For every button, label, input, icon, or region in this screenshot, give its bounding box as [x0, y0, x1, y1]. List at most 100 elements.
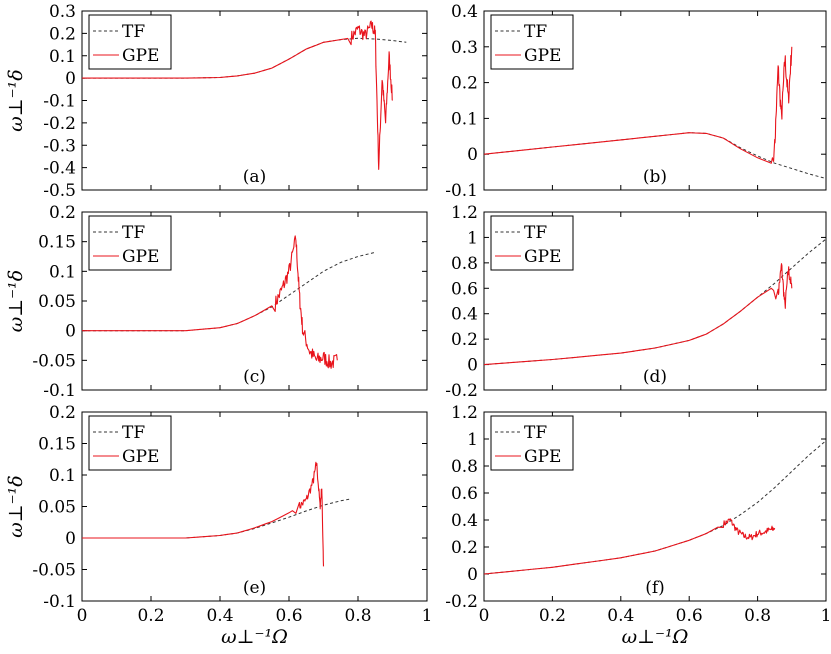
legend-box	[490, 215, 574, 271]
panel-a: -0.5-0.4 -0.3-0.2-0.1 00.1 0.20.3 TF GPE (a)	[43, 2, 428, 201]
x-axis-label: ω⊥⁻¹Ω	[622, 626, 689, 648]
panel-d: -0.2 0 0.2 0.4 0.6 0.8 1 1.2 TF GPE (d)	[445, 203, 827, 401]
y-tick-label: -0.5	[43, 181, 76, 201]
y-tick-label: 1	[467, 228, 478, 248]
y-tick-label: 0.05	[38, 292, 76, 312]
legend: TF GPE	[88, 215, 172, 271]
y-tick-label: 0	[65, 529, 76, 549]
legend: TF GPE	[490, 14, 574, 70]
legend-label-tf: TF	[524, 223, 547, 243]
x-tick-label: 0.8	[344, 606, 371, 626]
legend-label-tf: TF	[524, 423, 547, 443]
series-line-gpe	[484, 46, 793, 164]
y-tick-label: 0.2	[49, 403, 76, 423]
y-tick-label: 1	[467, 430, 478, 450]
y-tick-label: 0.2	[49, 24, 76, 44]
y-tick-label: -0.2	[445, 592, 478, 612]
x-tick-label: 1	[422, 606, 433, 626]
legend: TF GPE	[88, 14, 172, 70]
legend-label-gpe: GPE	[524, 46, 561, 66]
y-tick-label: 0.15	[38, 233, 76, 253]
y-tick-label: 0.2	[451, 330, 478, 350]
y-tick-label: 0.15	[38, 435, 76, 455]
x-tick-label: 0.6	[275, 606, 302, 626]
y-axis-label: ω⊥⁻¹δ	[5, 475, 27, 537]
y-tick-label: -0.2	[43, 114, 76, 134]
y-tick-label: 0.4	[451, 305, 478, 325]
y-tick-label: 1.2	[451, 203, 478, 223]
x-axis-label: ω⊥⁻¹Ω	[221, 626, 288, 648]
legend-box	[88, 415, 172, 471]
y-tick-label: -0.05	[32, 561, 76, 581]
axis-labels: ω⊥⁻¹δ ω⊥⁻¹δ ω⊥⁻¹δ ω⊥⁻¹Ω ω⊥⁻¹Ω	[5, 69, 688, 648]
y-tick-label: 0.2	[451, 538, 478, 558]
y-tick-label: 0.1	[49, 262, 76, 282]
y-tick-label: 0	[65, 69, 76, 89]
legend-box	[490, 415, 574, 471]
y-tick-label: -0.1	[43, 381, 76, 401]
y-tick-label: -0.2	[445, 381, 478, 401]
legend-label-gpe: GPE	[122, 46, 159, 66]
y-tick-label: -0.1	[43, 592, 76, 612]
legend-label-tf: TF	[524, 22, 547, 42]
y-tick-label: 0.4	[451, 2, 478, 22]
x-tick-label: 0	[77, 606, 88, 626]
series-line-gpe	[484, 263, 793, 366]
y-tick-label: 0.05	[38, 498, 76, 518]
y-tick-label: 1.2	[451, 403, 478, 423]
x-tick-label: 1	[821, 606, 831, 626]
x-tick-label: 0.4	[206, 606, 233, 626]
y-tick-label: -0.1	[445, 181, 478, 201]
x-tick-label: 0.4	[607, 606, 634, 626]
legend-label-tf: TF	[122, 423, 145, 443]
y-tick-label: 0	[65, 322, 76, 342]
x-tick-label: 0.2	[539, 606, 566, 626]
y-tick-label: -0.05	[32, 351, 76, 371]
y-tick-label: 0.8	[451, 457, 478, 477]
y-tick-label: 0.3	[49, 2, 76, 22]
y-tick-label: 0.1	[49, 466, 76, 486]
y-tick-label: -0.1	[43, 92, 76, 112]
panel-label: (e)	[243, 578, 266, 598]
y-axis-label: ω⊥⁻¹δ	[5, 69, 27, 131]
y-tick-label: 0.8	[451, 254, 478, 274]
panel-c: -0.1 -0.05 0 0.05 0.1 0.15 0.2 TF GPE (c)	[32, 203, 428, 401]
plot-frame	[483, 10, 827, 191]
legend: TF GPE	[490, 415, 574, 471]
x-tick-label: 0.2	[137, 606, 164, 626]
y-tick-label: 0.1	[451, 109, 478, 129]
series-line-gpe	[484, 518, 776, 575]
y-tick-label: 0.1	[49, 47, 76, 67]
panel-f: -0.200.20.40.60.811.20 0.2 0.4 0.6 0.8 1TFGPE…	[445, 403, 831, 626]
series-line-gpe	[82, 20, 394, 170]
panel-label: (f)	[645, 578, 665, 598]
legend-label-tf: TF	[122, 223, 145, 243]
series-line-gpe	[82, 235, 338, 369]
legend: TF GPE	[88, 415, 172, 471]
panel-label: (d)	[643, 367, 667, 387]
y-tick-label: 0.6	[451, 484, 478, 504]
plot-frame	[483, 211, 827, 391]
x-tick-label: 0.6	[676, 606, 703, 626]
legend-box	[88, 14, 172, 70]
y-tick-label: 0	[467, 356, 478, 376]
legend-box	[490, 14, 574, 70]
legend-label-gpe: GPE	[524, 247, 561, 267]
x-tick-label: 0.8	[744, 606, 771, 626]
y-tick-label: 0.2	[49, 203, 76, 223]
legend-label-tf: TF	[122, 22, 145, 42]
y-axis-label: ω⊥⁻¹δ	[5, 270, 27, 332]
series-line-gpe	[82, 461, 325, 567]
panel-label: (a)	[243, 167, 266, 187]
y-tick-label: 0	[467, 565, 478, 585]
y-tick-label: 0.6	[451, 279, 478, 299]
legend-box	[88, 215, 172, 271]
y-tick-label: 0	[467, 145, 478, 165]
legend-label-gpe: GPE	[524, 447, 561, 467]
y-tick-label: 0.4	[451, 511, 478, 531]
y-tick-label: 0.3	[451, 38, 478, 58]
series-line-tf	[82, 498, 352, 539]
panel-e: -0.1 -0.05 0 0.05 0.1 0.15 0.2 0 0.2 0.4 0.6 0.8 1 TF…	[32, 403, 432, 626]
y-tick-label: -0.4	[43, 159, 76, 179]
